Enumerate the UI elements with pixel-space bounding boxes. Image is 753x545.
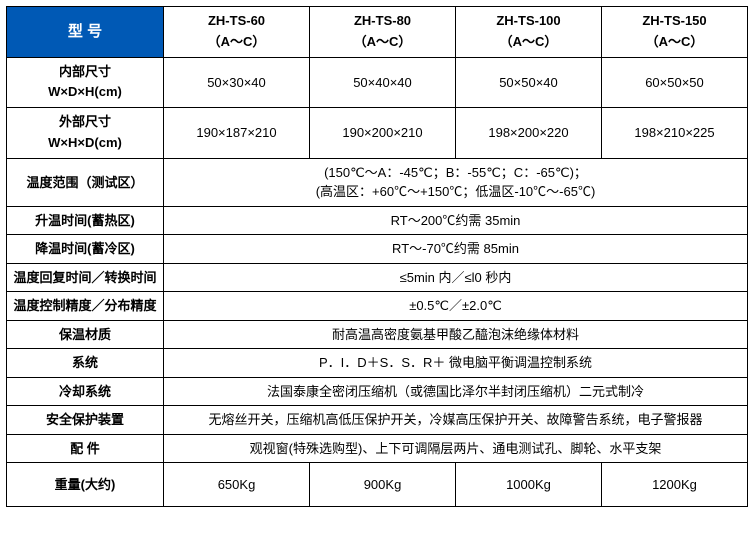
parts-value: 观视窗(特殊选购型)、上下可调隔层两片、通电测试孔、脚轮、水平支架: [164, 434, 748, 463]
temp-range-value: (150℃～A：-45℃；B：-55℃；C：-65℃)； (高温区：+60℃～+1…: [164, 158, 748, 206]
outer-dim-l1: 外部尺寸: [59, 114, 111, 129]
row-safety: 安全保护装置 无熔丝开关，压缩机高低压保护开关，冷媒高压保护开关、故障警告系统，…: [7, 406, 748, 435]
row-precision: 温度控制精度／分布精度 ±0.5℃／±2.0℃: [7, 292, 748, 321]
outer-dim-1: 190×200×210: [310, 108, 456, 159]
col-name-0: ZH-TS-60: [208, 13, 265, 28]
weight-0: 650Kg: [164, 463, 310, 507]
system-value: P．I．D＋S．S．R＋ 微电脑平衡调温控制系统: [164, 349, 748, 378]
precision-value: ±0.5℃／±2.0℃: [164, 292, 748, 321]
row-cool-time: 降温时间(蓄冷区) RT～-70℃约需 85min: [7, 235, 748, 264]
insulation-value: 耐高温高密度氨基甲酸乙醯泡沫绝缘体材料: [164, 320, 748, 349]
row-parts: 配 件 观视窗(特殊选购型)、上下可调隔层两片、通电测试孔、脚轮、水平支架: [7, 434, 748, 463]
outer-dim-3: 198×210×225: [602, 108, 748, 159]
cooling-label: 冷却系统: [7, 377, 164, 406]
col-header-0: ZH-TS-60 （A～C）: [164, 7, 310, 58]
weight-3: 1200Kg: [602, 463, 748, 507]
col-sub-1: （A～C）: [354, 34, 412, 49]
heat-time-value: RT～200℃约需 35min: [164, 206, 748, 235]
row-recovery: 温度回复时间／转换时间 ≤5min 内／≤l0 秒内: [7, 263, 748, 292]
outer-dim-2: 198×200×220: [456, 108, 602, 159]
heat-time-label: 升温时间(蓄热区): [7, 206, 164, 235]
row-system: 系统 P．I．D＋S．S．R＋ 微电脑平衡调温控制系统: [7, 349, 748, 378]
temp-range-l2: (高温区：+60℃～+150℃；低温区-10℃～-65℃): [316, 184, 596, 199]
row-heat-time: 升温时间(蓄热区) RT～200℃约需 35min: [7, 206, 748, 235]
weight-label: 重量(大约): [7, 463, 164, 507]
col-header-3: ZH-TS-150 （A～C）: [602, 7, 748, 58]
insulation-label: 保温材质: [7, 320, 164, 349]
row-cooling: 冷却系统 法国泰康全密闭压缩机（或德国比泽尔半封闭压缩机）二元式制冷: [7, 377, 748, 406]
model-label: 型 号: [7, 7, 164, 58]
recovery-value: ≤5min 内／≤l0 秒内: [164, 263, 748, 292]
inner-dim-label: 内部尺寸 W×D×H(cm): [7, 57, 164, 108]
inner-dim-l1: 内部尺寸: [59, 64, 111, 79]
header-row: 型 号 ZH-TS-60 （A～C） ZH-TS-80 （A～C） ZH-TS-10…: [7, 7, 748, 58]
row-outer-dim: 外部尺寸 W×H×D(cm) 190×187×210 190×200×210 19…: [7, 108, 748, 159]
precision-label: 温度控制精度／分布精度: [7, 292, 164, 321]
row-insulation: 保温材质 耐高温高密度氨基甲酸乙醯泡沫绝缘体材料: [7, 320, 748, 349]
spec-table: 型 号 ZH-TS-60 （A～C） ZH-TS-80 （A～C） ZH-TS-10…: [6, 6, 748, 507]
recovery-label: 温度回复时间／转换时间: [7, 263, 164, 292]
col-name-1: ZH-TS-80: [354, 13, 411, 28]
cool-time-value: RT～-70℃约需 85min: [164, 235, 748, 264]
safety-label: 安全保护装置: [7, 406, 164, 435]
cooling-value: 法国泰康全密闭压缩机（或德国比泽尔半封闭压缩机）二元式制冷: [164, 377, 748, 406]
col-sub-0: （A～C）: [208, 34, 266, 49]
col-sub-3: （A～C）: [646, 34, 704, 49]
col-sub-2: （A～C）: [500, 34, 558, 49]
safety-value: 无熔丝开关，压缩机高低压保护开关，冷媒高压保护开关、故障警告系统，电子警报器: [164, 406, 748, 435]
temp-range-label: 温度范围（测试区）: [7, 158, 164, 206]
inner-dim-3: 60×50×50: [602, 57, 748, 108]
inner-dim-0: 50×30×40: [164, 57, 310, 108]
system-label: 系统: [7, 349, 164, 378]
weight-1: 900Kg: [310, 463, 456, 507]
row-inner-dim: 内部尺寸 W×D×H(cm) 50×30×40 50×40×40 50×50×40…: [7, 57, 748, 108]
col-header-1: ZH-TS-80 （A～C）: [310, 7, 456, 58]
row-temp-range: 温度范围（测试区） (150℃～A：-45℃；B：-55℃；C：-65℃)； (高…: [7, 158, 748, 206]
row-weight: 重量(大约) 650Kg 900Kg 1000Kg 1200Kg: [7, 463, 748, 507]
col-name-3: ZH-TS-150: [642, 13, 706, 28]
inner-dim-l2: W×D×H(cm): [48, 84, 122, 99]
weight-2: 1000Kg: [456, 463, 602, 507]
outer-dim-0: 190×187×210: [164, 108, 310, 159]
outer-dim-label: 外部尺寸 W×H×D(cm): [7, 108, 164, 159]
inner-dim-1: 50×40×40: [310, 57, 456, 108]
cool-time-label: 降温时间(蓄冷区): [7, 235, 164, 264]
temp-range-l1: (150℃～A：-45℃；B：-55℃；C：-65℃)；: [324, 165, 587, 180]
inner-dim-2: 50×50×40: [456, 57, 602, 108]
col-header-2: ZH-TS-100 （A～C）: [456, 7, 602, 58]
col-name-2: ZH-TS-100: [496, 13, 560, 28]
parts-label: 配 件: [7, 434, 164, 463]
outer-dim-l2: W×H×D(cm): [48, 135, 122, 150]
